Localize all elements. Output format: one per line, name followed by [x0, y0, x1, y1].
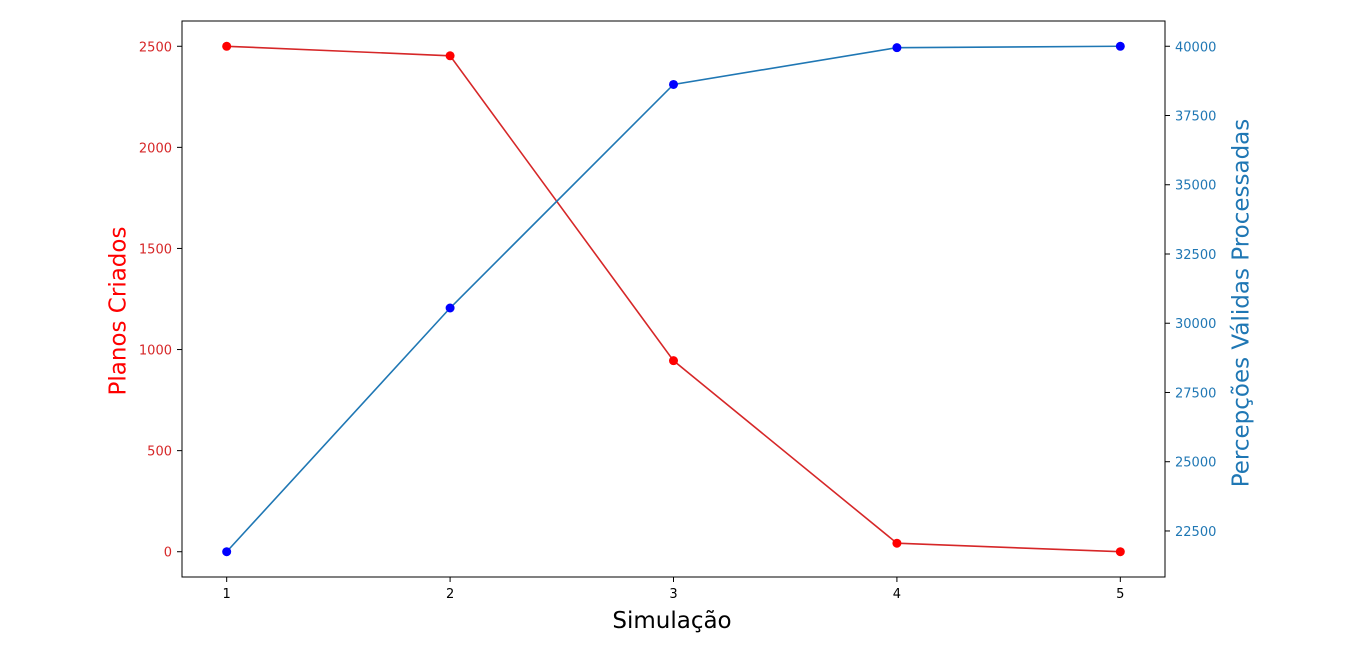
left-y-tick-label: 2000	[139, 141, 172, 156]
right-y-axis-title: Percepções Válidas Processadas	[1229, 119, 1255, 488]
left-series-point	[222, 41, 232, 51]
plot-frame	[181, 20, 1166, 578]
x-tick-label: 3	[669, 587, 677, 602]
plot-area	[222, 41, 1125, 557]
x-axis-title: Simulação	[612, 608, 731, 634]
left-y-tick-label: 1000	[139, 344, 172, 359]
x-tick-label: 5	[1116, 587, 1124, 602]
left-series-line	[226, 45, 1121, 553]
right-y-tick-label: 25000	[1175, 456, 1216, 471]
right-y-tick-label: 22500	[1175, 525, 1216, 540]
left-series-point	[1115, 547, 1125, 557]
left-y-tick-label: 1500	[139, 242, 172, 257]
right-y-tick-label: 35000	[1175, 179, 1216, 194]
right-y-axis: 22500 25000 27500 30000 32500 35000 37500 40000	[1165, 40, 1216, 540]
left-y-tick-label: 0	[164, 546, 172, 561]
right-series-point	[669, 79, 678, 89]
x-tick-label: 4	[893, 587, 901, 602]
left-y-axis: 0 500 1000 1500 2000 2500	[139, 40, 182, 561]
right-y-tick-label: 32500	[1175, 248, 1216, 263]
right-series-point	[222, 547, 232, 557]
x-tick-label: 2	[446, 587, 454, 602]
right-series-point	[445, 303, 455, 313]
left-y-tick-label: 500	[147, 445, 172, 460]
right-series-point	[1115, 41, 1125, 51]
left-y-tick-label: 2500	[139, 40, 172, 55]
left-series-point	[892, 538, 902, 548]
x-tick-label: 1	[223, 587, 231, 602]
right-y-tick-label: 37500	[1175, 110, 1216, 125]
right-series-line	[226, 45, 1121, 553]
left-series-point	[445, 51, 455, 61]
left-y-axis-title: Planos Criados	[106, 227, 132, 396]
x-axis: 1 2 3 4 5	[223, 577, 1124, 602]
right-y-tick-label: 27500	[1175, 386, 1216, 401]
right-series-point	[892, 43, 902, 53]
right-y-tick-label: 30000	[1175, 317, 1216, 332]
left-series-point	[669, 356, 678, 366]
right-y-tick-label: 40000	[1175, 40, 1216, 55]
